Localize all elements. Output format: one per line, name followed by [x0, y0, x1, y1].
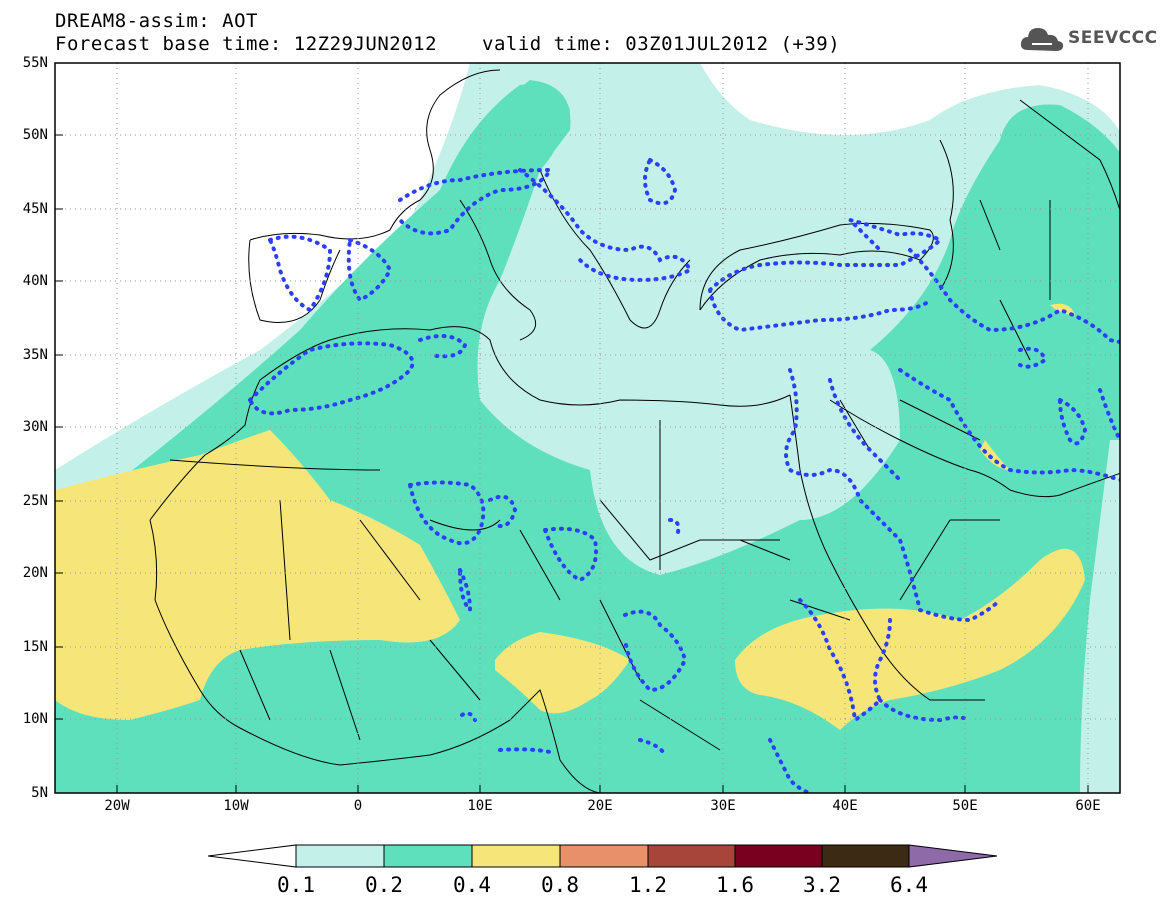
- colorbar-low-arrow: [207, 844, 297, 868]
- forecast-base-time: Forecast base time: 12Z29JUN2012: [55, 33, 438, 55]
- lat-label: 45N: [22, 201, 48, 217]
- colorbar-label: 6.4: [890, 873, 928, 897]
- colorbar-label: 0.2: [365, 873, 403, 897]
- seevccc-logo: SEEVCCC: [1018, 22, 1157, 58]
- lat-label: 50N: [22, 127, 48, 143]
- lat-label: 30N: [22, 419, 48, 435]
- map-title: DREAM8-assim: AOT: [55, 10, 258, 32]
- logo-text: SEEVCCC: [1068, 28, 1158, 48]
- colorbar-label: 1.2: [629, 873, 667, 897]
- colorbar: [207, 844, 998, 868]
- lat-label: 55N: [22, 55, 48, 71]
- lon-label: 10W: [223, 798, 249, 814]
- lon-label: 40E: [832, 798, 858, 814]
- colorbar-bin: [295, 844, 385, 868]
- colorbar-label: 0.4: [453, 873, 491, 897]
- lat-label: 5N: [31, 785, 48, 801]
- colorbar-high-arrow: [908, 844, 998, 868]
- lat-label: 10N: [22, 711, 48, 727]
- valid-time: valid time: 03Z01JUL2012 (+39): [482, 33, 841, 55]
- colorbar-bin: [647, 844, 736, 868]
- cloud-icon: [1020, 28, 1064, 51]
- aot-region-0-4-gulf: [980, 440, 1010, 470]
- map-frame: [54, 62, 1121, 794]
- aot-region-0-4-east: [735, 548, 1085, 730]
- colorbar-bin: [821, 844, 910, 868]
- colorbar-bin: [734, 844, 823, 868]
- colorbar-bin: [559, 844, 649, 868]
- colorbar-bin: [471, 844, 561, 868]
- aot-region-0-4-chad: [495, 632, 630, 714]
- lat-label: 25N: [22, 493, 48, 509]
- aot-region-0-4-west: [55, 430, 460, 720]
- lon-label: 60E: [1075, 798, 1101, 814]
- lon-label: 30E: [710, 798, 736, 814]
- colorbar-label: 0.1: [277, 873, 315, 897]
- lon-label: 0: [353, 798, 363, 814]
- aot-region-0-4-iran: [1050, 303, 1075, 315]
- dotted-contours: [248, 158, 1120, 793]
- colorbar-label: 1.6: [716, 873, 754, 897]
- lon-label: 20W: [104, 798, 130, 814]
- coastlines: [149, 69, 1120, 793]
- colorbar-label: 0.8: [541, 873, 579, 897]
- lon-label: 50E: [952, 798, 978, 814]
- lat-label: 35N: [22, 347, 48, 363]
- colorbar-label: 3.2: [803, 873, 841, 897]
- lon-label: 10E: [467, 798, 493, 814]
- lat-label: 15N: [22, 639, 48, 655]
- aot-region-0-2-europe: [440, 84, 570, 241]
- lat-label: 20N: [22, 565, 48, 581]
- axis-ticks: [55, 62, 1089, 793]
- lat-label: 40N: [22, 273, 48, 289]
- lon-label: 20E: [587, 798, 613, 814]
- colorbar-bin: [383, 844, 473, 868]
- graticule: [55, 63, 1120, 793]
